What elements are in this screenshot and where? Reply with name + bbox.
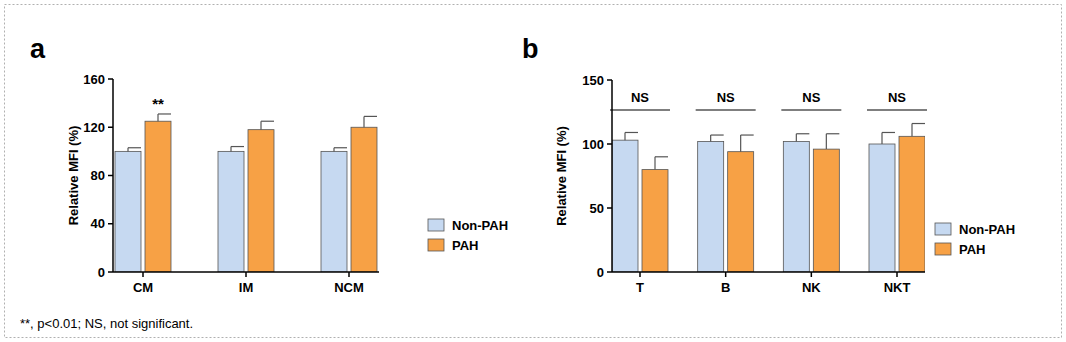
x-tick-label: IM <box>239 280 253 295</box>
y-tick <box>607 79 612 81</box>
error-bar <box>882 132 895 144</box>
x-tick <box>811 272 813 277</box>
bar <box>115 151 141 272</box>
y-tick-label: 0 <box>597 265 604 280</box>
error-bar <box>231 147 244 152</box>
x-tick <box>142 272 144 277</box>
error-bar <box>655 157 668 170</box>
error-bar <box>128 148 141 152</box>
y-tick-label: 50 <box>590 201 604 216</box>
bar <box>248 130 274 272</box>
bar <box>145 121 171 272</box>
y-tick-label: 120 <box>83 120 105 135</box>
legend-label: Non-PAH <box>452 218 508 233</box>
legend-label: Non-PAH <box>959 222 1015 237</box>
error-bar <box>912 124 925 137</box>
y-tick-label: 160 <box>83 72 105 87</box>
significance-line <box>610 109 670 110</box>
x-tick-label: T <box>636 280 644 295</box>
error-bar <box>261 121 274 129</box>
significance: NS <box>888 90 906 105</box>
frame <box>5 5 1062 338</box>
significance-line <box>696 109 756 110</box>
y-tick-label: 100 <box>582 137 604 152</box>
y-tick <box>607 271 612 273</box>
error-bar <box>364 116 377 127</box>
bar <box>728 152 754 272</box>
y-tick <box>607 207 612 209</box>
y-tick <box>108 78 113 80</box>
bar <box>869 144 895 272</box>
legend-swatch <box>428 219 444 231</box>
significance-line <box>867 109 927 110</box>
panel-label: a <box>30 34 46 64</box>
significance: NS <box>631 90 649 105</box>
x-tick-label: B <box>721 280 730 295</box>
x-tick-label: CM <box>133 280 153 295</box>
x-tick <box>725 272 727 277</box>
y-tick-label: 0 <box>98 265 105 280</box>
y-tick <box>108 223 113 225</box>
y-tick <box>108 127 113 129</box>
significance: NS <box>717 90 735 105</box>
error-bar <box>625 132 638 140</box>
error-bar <box>158 114 171 121</box>
x-tick-label: NK <box>802 280 821 295</box>
y-axis-title: Relative MFI (%) <box>554 126 569 226</box>
bar <box>218 151 244 272</box>
significance-line <box>781 109 841 110</box>
legend-swatch <box>428 239 444 251</box>
error-bar <box>711 135 724 141</box>
x-tick <box>639 272 641 277</box>
x-tick-label: NCM <box>334 280 364 295</box>
footnote: **, p<0.01; NS, not significant. <box>20 316 193 331</box>
error-bar <box>796 134 809 142</box>
x-tick-label: NKT <box>884 280 911 295</box>
x-axis <box>612 271 925 273</box>
x-tick <box>245 272 247 277</box>
y-tick <box>108 175 113 177</box>
bar <box>612 140 638 272</box>
y-tick-label: 150 <box>582 73 604 88</box>
panel: b Relative MFI (%) 0 50 100 150 T B NK NKT NS NS NS N… <box>522 34 1015 295</box>
y-tick <box>108 271 113 273</box>
significance: ** <box>152 95 164 112</box>
x-tick <box>896 272 898 277</box>
legend-swatch <box>935 223 951 235</box>
bars <box>115 114 377 272</box>
y-tick-label: 40 <box>91 216 105 231</box>
legend-label: PAH <box>452 238 478 253</box>
error-bar <box>741 135 754 152</box>
bar <box>783 141 809 272</box>
error-bar <box>334 148 347 152</box>
x-tick <box>348 272 350 277</box>
bar <box>813 149 839 272</box>
y-axis <box>611 80 613 272</box>
bar <box>899 136 925 272</box>
error-bar <box>826 134 839 149</box>
bar <box>698 141 724 272</box>
figure: a Relative MFI (%) 0 40 80 120 160 CM IM NCM ** Non… <box>0 0 1066 342</box>
y-tick <box>607 143 612 145</box>
y-axis-title: Relative MFI (%) <box>66 126 81 226</box>
legend-label: PAH <box>959 242 985 257</box>
panel: a Relative MFI (%) 0 40 80 120 160 CM IM NCM ** Non… <box>30 34 508 295</box>
bars <box>612 124 925 272</box>
significance: NS <box>802 90 820 105</box>
legend-swatch <box>935 243 951 255</box>
y-tick-label: 80 <box>91 168 105 183</box>
bar <box>642 170 668 272</box>
bar <box>321 151 347 272</box>
bar <box>351 127 377 272</box>
panel-label: b <box>522 34 539 64</box>
